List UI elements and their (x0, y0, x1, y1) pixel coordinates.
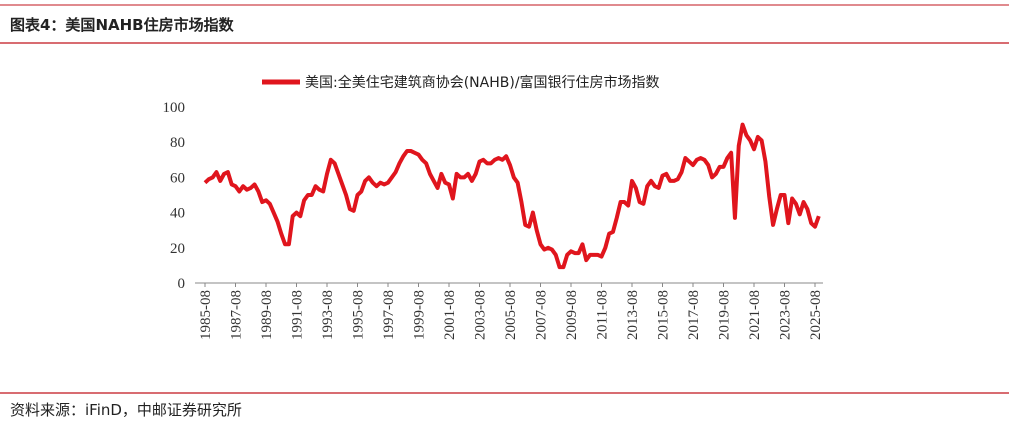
x-tick-label: 2011-08 (595, 290, 611, 339)
source: 资料来源：iFinD，中邮证券研究所 (10, 401, 242, 419)
x-tick-label: 2007-08 (534, 290, 550, 340)
y-tick-label: 100 (163, 100, 186, 116)
x-tick-label: 2005-08 (503, 290, 519, 340)
y-tick-label: 80 (170, 135, 185, 151)
legend-label: 美国:全美住宅建筑商协会(NAHB)/富国银行住房市场指数 (305, 74, 660, 91)
x-tick-label: 2001-08 (442, 290, 458, 340)
x-tick-label: 1997-08 (381, 290, 397, 340)
x-tick-label: 2025-08 (808, 290, 824, 340)
x-tick-label: 1999-08 (412, 290, 428, 340)
data-line (203, 122, 821, 270)
y-tick-label: 40 (170, 206, 185, 222)
y-tick-label: 60 (170, 170, 185, 186)
x-tick-label: 2021-08 (747, 290, 763, 340)
x-tick-label: 1987-08 (229, 290, 245, 340)
x-tick-label: 1993-08 (320, 290, 336, 340)
y-tick-label: 20 (170, 241, 185, 257)
x-tick-label: 2019-08 (717, 290, 733, 340)
x-tick-label: 1989-08 (259, 290, 275, 340)
x-tick-label: 1995-08 (351, 290, 367, 340)
x-tick-label: 2013-08 (625, 290, 641, 340)
x-tick-label: 1985-08 (198, 290, 214, 340)
x-tick-label: 2023-08 (778, 290, 794, 340)
x-tick-label: 2015-08 (656, 290, 672, 340)
x-tick-label: 1991-08 (290, 290, 306, 340)
y-tick-label: 0 (178, 276, 186, 292)
x-tick-label: 2003-08 (473, 290, 489, 340)
x-tick-label: 2017-08 (686, 290, 702, 340)
chart-title: 图表4：美国NAHB住房市场指数 (10, 16, 235, 34)
x-tick-label: 2009-08 (564, 290, 580, 340)
